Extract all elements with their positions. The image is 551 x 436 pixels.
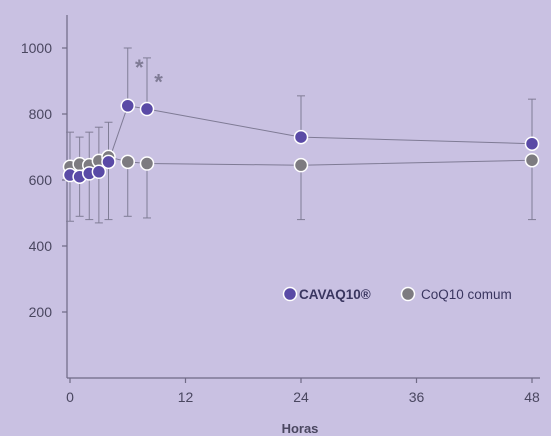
data-point [101, 154, 116, 170]
data-point [524, 152, 540, 168]
y-tick-label: 200 [29, 304, 53, 320]
data-point [524, 136, 540, 151]
data-point [139, 156, 155, 171]
legend-label: CAVAQ10® [299, 287, 371, 302]
axes: 200 400 600 800 1000 0 12 24 36 48 [21, 15, 540, 405]
legend-marker [282, 286, 298, 302]
data-point [91, 164, 107, 179]
data-points [62, 98, 540, 184]
data-point [293, 157, 309, 173]
data-point [120, 98, 135, 113]
significance-markers: ** [135, 55, 163, 95]
y-tick-label: 600 [29, 172, 53, 188]
x-axis-label: Horas [282, 421, 319, 436]
x-tick-label: 36 [409, 389, 425, 405]
x-tick-label: 24 [293, 389, 309, 405]
significance-asterisk: * [135, 55, 144, 80]
y-tick-label: 800 [29, 106, 53, 122]
legend: CAVAQ10® CoQ10 comum [282, 286, 512, 302]
x-tick-label: 12 [178, 389, 194, 405]
y-tick-label: 1000 [21, 40, 52, 56]
significance-asterisk: * [154, 70, 163, 95]
data-point [120, 154, 135, 170]
x-tick-label: 0 [66, 389, 74, 405]
legend-label: CoQ10 comum [421, 287, 512, 302]
legend-marker [400, 286, 416, 302]
data-point [293, 129, 309, 145]
data-point [139, 101, 155, 117]
y-tick-label: 400 [29, 238, 53, 254]
x-tick-label: 48 [524, 389, 540, 405]
